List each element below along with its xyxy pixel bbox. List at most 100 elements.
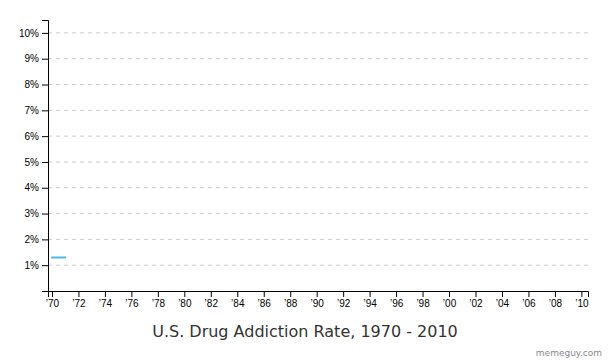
x-tick-mark (370, 291, 371, 297)
y-tick-label: 3% (25, 208, 40, 219)
y-tick: 1% (25, 260, 48, 271)
x-tick-mark (131, 291, 132, 297)
y-tick-mark (42, 136, 48, 137)
y-tick-label: 7% (25, 105, 40, 116)
y-tick-mark (42, 265, 48, 266)
y-tick-label: 5% (25, 157, 40, 168)
y-tick: 9% (25, 53, 48, 64)
x-tick: ’00 (443, 291, 457, 309)
grid (48, 33, 588, 265)
y-tick-mark (42, 110, 48, 111)
x-tick-mark (581, 291, 582, 297)
y-tick-mark (42, 162, 48, 163)
x-tick-label: ’76 (125, 298, 139, 309)
marks (52, 257, 65, 258)
grid-line (48, 161, 588, 162)
x-tick-mark (211, 291, 212, 297)
x-tick-mark (555, 291, 556, 297)
x-tick: ’06 (522, 291, 536, 309)
x-tick-label: ’84 (231, 298, 245, 309)
x-tick-mark (264, 291, 265, 297)
grid-line (48, 265, 588, 266)
y-tick-label: 9% (25, 53, 40, 64)
x-tick: ’08 (549, 291, 563, 309)
x-tick-mark (343, 291, 344, 297)
x-tick-mark (528, 291, 529, 297)
x-tick: ’82 (205, 291, 219, 309)
x-tick-mark (423, 291, 424, 297)
x-tick-mark (78, 291, 79, 297)
x-tick-label: ’92 (337, 298, 351, 309)
x-axis: ’70 ’72 ’74 ’76 ’78 ’80 ’82 ’84 ’86 ’88 ’90 ’92 ’94 ’… (46, 291, 589, 309)
y-tick-label: 8% (25, 79, 40, 90)
x-tick: ’88 (284, 291, 298, 309)
grid-line (48, 213, 588, 214)
x-tick: ’10 (575, 291, 589, 309)
x-tick-mark (105, 291, 106, 297)
x-tick: ’76 (125, 291, 139, 309)
x-tick: ’90 (310, 291, 324, 309)
x-tick: ’02 (469, 291, 483, 309)
x-tick-label: ’80 (178, 298, 192, 309)
grid-line (48, 239, 588, 240)
x-tick: ’70 (46, 291, 60, 309)
y-axis: 1% 2% 3% 4% 5% 6% 7% 8% 9% 10% (19, 21, 49, 292)
y-tick-label: 6% (25, 131, 40, 142)
x-tick: ’80 (178, 291, 192, 309)
x-tick-mark (317, 291, 318, 297)
x-tick-label: ’78 (152, 298, 166, 309)
x-tick-mark (396, 291, 397, 297)
x-tick-label: ’06 (522, 298, 536, 309)
x-tick-label: ’98 (416, 298, 430, 309)
x-tick: ’84 (231, 291, 245, 309)
grid-line (48, 84, 588, 85)
x-tick-label: ’94 (363, 298, 377, 309)
x-tick-mark (158, 291, 159, 297)
x-tick: ’86 (258, 291, 272, 309)
grid-line (48, 32, 588, 33)
y-tick: 7% (25, 105, 48, 116)
plot: ’70 ’72 ’74 ’76 ’78 ’80 ’82 ’84 ’86 ’88 ’90 ’92 ’94 ’… (19, 21, 589, 310)
y-tick-label: 4% (25, 182, 40, 193)
x-tick-label: ’86 (258, 298, 272, 309)
grid-line (48, 58, 588, 59)
grid-line (48, 110, 588, 111)
x-tick-mark (449, 291, 450, 297)
x-tick-mark (237, 291, 238, 297)
x-tick-label: ’70 (46, 298, 60, 309)
y-tick: 5% (25, 157, 48, 168)
y-tick-label: 2% (25, 234, 40, 245)
x-tick-label: ’96 (390, 298, 404, 309)
x-tick-label: ’82 (205, 298, 219, 309)
y-tick: 10% (19, 28, 48, 39)
x-tick: ’72 (72, 291, 86, 309)
y-tick-mark (42, 239, 48, 240)
x-tick-mark (52, 291, 53, 297)
x-tick: ’98 (416, 291, 430, 309)
x-tick-label: ’74 (99, 298, 113, 309)
y-tick: 3% (25, 208, 48, 219)
x-tick-label: ’08 (549, 298, 563, 309)
y-tick-label: 10% (19, 28, 39, 39)
y-tick-mark (42, 214, 48, 215)
x-tick: ’92 (337, 291, 351, 309)
x-tick: ’04 (496, 291, 510, 309)
x-tick-label: ’10 (575, 298, 589, 309)
y-tick-mark (42, 85, 48, 86)
y-tick-label: 1% (25, 260, 40, 271)
x-tick-mark (290, 291, 291, 297)
y-axis-line (42, 21, 49, 292)
x-axis-line (49, 292, 589, 298)
y-tick: 4% (25, 182, 48, 193)
data-line (52, 256, 65, 258)
y-tick: 2% (25, 234, 48, 245)
x-tick-label: ’88 (284, 298, 298, 309)
watermark: memeguy.com (536, 348, 602, 358)
title: U.S. Drug Addiction Rate, 1970 - 2010 (152, 322, 458, 341)
y-tick-mark (42, 33, 48, 34)
x-tick-label: ’02 (469, 298, 483, 309)
x-tick-label: ’00 (443, 298, 457, 309)
x-tick-label: ’72 (72, 298, 86, 309)
x-tick: ’74 (99, 291, 113, 309)
y-tick: 8% (25, 79, 48, 90)
